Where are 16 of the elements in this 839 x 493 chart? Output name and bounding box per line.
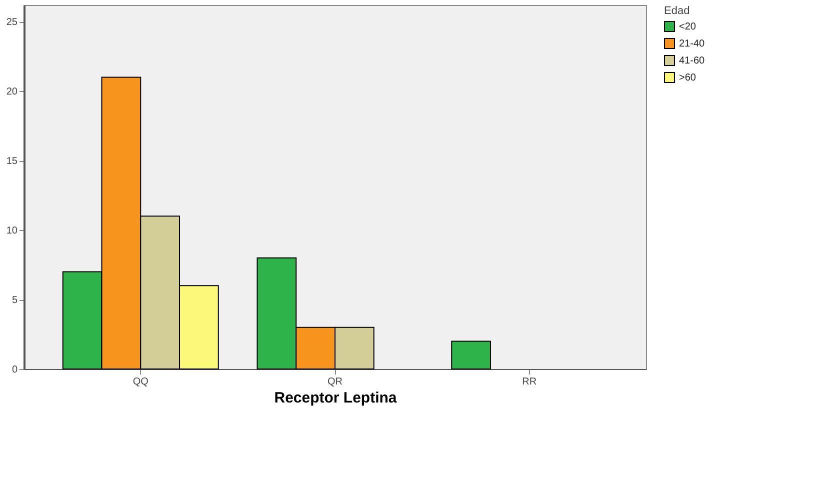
y-tick-label: 5 xyxy=(12,295,18,306)
y-tick-label: 20 xyxy=(6,86,18,98)
y-tick-label: 15 xyxy=(6,156,18,168)
y-tick-label: 10 xyxy=(6,226,18,237)
legend-title: Edad xyxy=(664,5,690,17)
bar xyxy=(451,340,491,370)
legend-label: >60 xyxy=(679,72,696,84)
legend-label: <20 xyxy=(679,22,696,32)
x-axis-title: Receptor Leptina xyxy=(274,390,398,406)
y-tick-label: 0 xyxy=(12,364,18,376)
y-tick-label: 25 xyxy=(6,17,18,28)
legend-label: 41-60 xyxy=(679,56,706,66)
x-tick-label: QQ xyxy=(132,376,149,388)
legend-label: 21-40 xyxy=(679,38,706,50)
x-tick-label: RR xyxy=(522,376,537,388)
x-tick-label: QR xyxy=(328,376,342,388)
